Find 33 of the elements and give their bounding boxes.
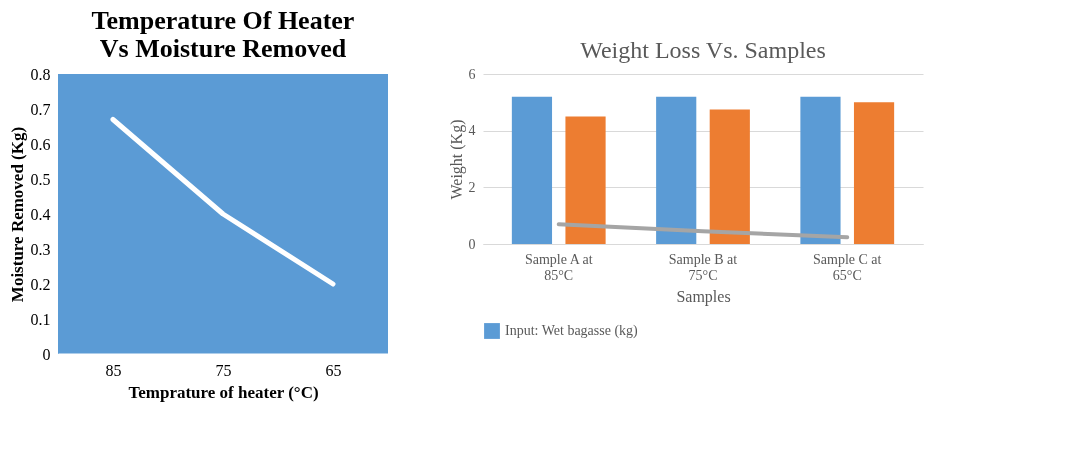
text: Vs Moisture Removed [99,34,347,63]
legend-label: Input: Wet bagasse (kg) [505,323,639,339]
text: Temperature Of Heater [91,6,355,35]
x-tick-label: 65 [325,361,342,379]
x-tick-label: Sample A at 85°C [524,251,593,283]
y-tick-label: 0.1 [30,310,51,328]
y-tick-label: 0.5 [30,170,51,188]
bar [709,109,750,244]
y-tick-label: 0.2 [30,275,51,293]
y-tick-label: 0.4 [30,205,51,223]
chart-title: Weight Loss Vs. Samples [580,37,826,63]
bar [511,96,553,244]
y-tick-label: 2 [468,179,476,195]
x-axis-title: Samples [676,287,731,306]
bar [800,96,841,244]
y-tick-label: 4 [468,123,476,139]
y-tick-label: 0.6 [30,135,51,153]
y-tick-label: 0.7 [30,100,51,118]
y-tick-label: 0.8 [30,65,51,83]
x-tick-label: 75 [215,361,232,379]
y-axis-title: Weight (Kg) [447,119,466,200]
y-tick-label: 0 [468,236,476,252]
y-tick-label: 6 [468,66,476,82]
x-axis-title: Temprature of heater (°C) [128,382,319,402]
bar [853,102,895,244]
y-tick-label: 0 [42,345,51,363]
x-tick-label: Sample B at 75°C [668,251,738,283]
y-tick-label: 0.3 [30,240,51,258]
bar [565,116,606,244]
y-axis-title: Moisture Removed (Kg) [7,126,27,303]
x-tick-label: 85 [105,361,122,379]
x-tick-label: Sample C at 65°C [813,251,882,283]
bar [656,96,697,244]
